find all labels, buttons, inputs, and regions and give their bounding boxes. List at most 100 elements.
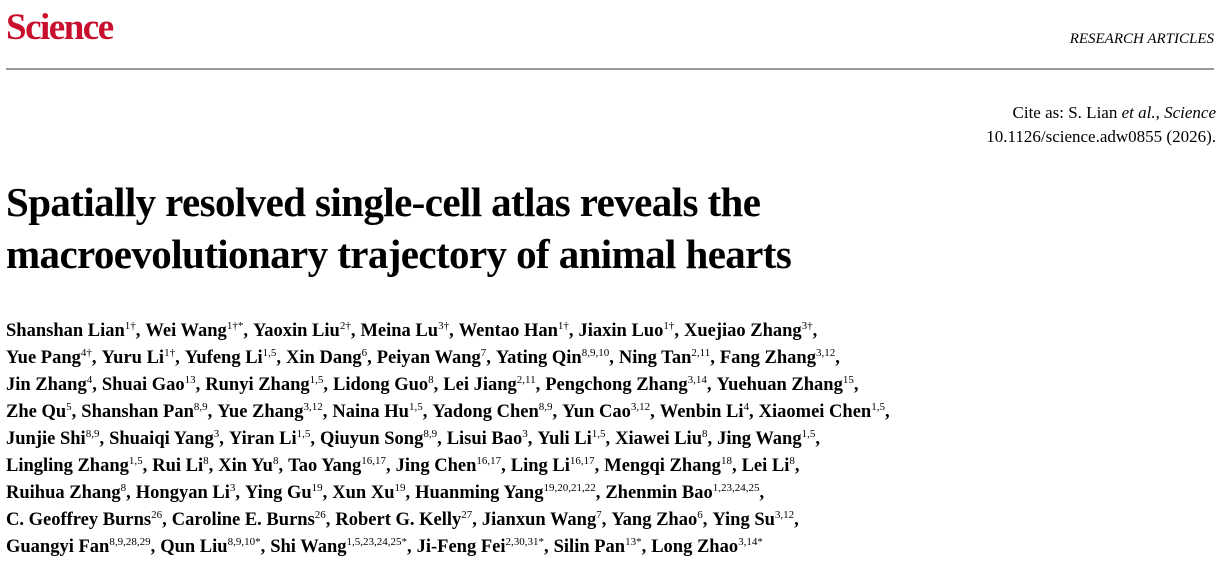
affiliation: 1† bbox=[124, 319, 136, 332]
author: Yufeng Li1,5, bbox=[184, 347, 282, 368]
affiliation: 3 bbox=[229, 481, 236, 494]
author: Xiawei Liu8, bbox=[615, 427, 712, 449]
author-name: Huanming Yang bbox=[415, 483, 544, 503]
separator: , bbox=[235, 483, 240, 503]
author-name: Robert G. Kelly bbox=[335, 510, 462, 530]
author-name: Shuai Gao bbox=[101, 375, 185, 395]
author-name: Tao Yang bbox=[288, 456, 362, 476]
affiliation: 16,17 bbox=[569, 454, 595, 467]
author-name: C. Geoffrey Burns bbox=[6, 510, 152, 530]
affiliation: 8,9 bbox=[85, 427, 100, 440]
author-name: Jiaxin Luo bbox=[578, 321, 664, 341]
author: Silin Pan13*, bbox=[554, 536, 647, 557]
author-name: Ying Gu bbox=[245, 483, 312, 503]
author: Xun Xu19, bbox=[332, 481, 410, 503]
author-name: Lidong Guo bbox=[333, 375, 429, 395]
author-name: Mengqi Zhang bbox=[604, 456, 721, 476]
affiliation: 5 bbox=[66, 400, 72, 413]
author-name: Zhe Qu bbox=[6, 402, 67, 422]
affiliation: 1,5 bbox=[591, 427, 606, 440]
author-name: Lei Jiang bbox=[443, 375, 517, 395]
author: C. Geoffrey Burns26, bbox=[6, 508, 167, 530]
author: Jing Wang1,5, bbox=[717, 427, 820, 449]
section-label: RESEARCH ARTICLES bbox=[1069, 31, 1214, 47]
author-name: Pengchong Zhang bbox=[545, 375, 688, 395]
author-line: Guangyi Fan8,9,28,29, Qun Liu8,9,10*, Shi … bbox=[6, 534, 895, 561]
affiliation: 8 bbox=[701, 427, 708, 440]
separator: , bbox=[322, 402, 328, 422]
separator: , bbox=[794, 510, 799, 530]
author: Ying Gu19, bbox=[245, 482, 327, 503]
author-name: Yun Cao bbox=[562, 402, 631, 422]
affiliation: 26 bbox=[151, 508, 163, 521]
author-name: Zhenmin Bao bbox=[605, 483, 713, 503]
author: Yating Qin8,9,10, bbox=[495, 346, 614, 368]
author: Rui Li8, bbox=[152, 455, 213, 476]
separator: , bbox=[386, 456, 391, 476]
affiliation: 1,5,23,24,25* bbox=[346, 535, 407, 548]
author: Zhe Qu5, bbox=[6, 400, 77, 422]
author: Yuru Li1†, bbox=[102, 347, 180, 368]
author: Mengqi Zhang18, bbox=[604, 455, 736, 476]
author-line: Ruihua Zhang8, Hongyan Li3, Ying Gu19, Xun … bbox=[6, 480, 895, 507]
author-name: Lei Li bbox=[741, 456, 790, 476]
author-name: Hongyan Li bbox=[135, 483, 230, 503]
author-name: Shi Wang bbox=[270, 537, 347, 557]
affiliation: 1,5 bbox=[801, 427, 816, 440]
author: Xin Dang6, bbox=[286, 346, 372, 368]
author: Hongyan Li3, bbox=[135, 481, 240, 503]
affiliation: 8 bbox=[120, 481, 127, 494]
author-name: Jing Chen bbox=[395, 456, 477, 476]
author-name: Xun Xu bbox=[332, 483, 395, 503]
author-name: Runyi Zhang bbox=[205, 375, 310, 395]
separator: , bbox=[71, 402, 77, 422]
affiliation: 15 bbox=[842, 373, 854, 386]
affiliation: 8,9 bbox=[193, 400, 208, 413]
separator: , bbox=[350, 321, 356, 341]
affiliation: 3† bbox=[438, 319, 450, 332]
author: Shuai Gao13, bbox=[101, 374, 201, 395]
separator: , bbox=[276, 348, 282, 368]
author: Ning Tan2,11, bbox=[619, 347, 715, 368]
separator: , bbox=[142, 456, 148, 476]
affiliation: 1,5 bbox=[871, 400, 885, 413]
author-name: Yufeng Li bbox=[184, 348, 263, 368]
separator: , bbox=[472, 510, 477, 530]
separator: , bbox=[92, 375, 97, 395]
affiliation: 6 bbox=[697, 508, 703, 521]
author-name: Jianxun Wang bbox=[481, 510, 597, 530]
author-name: Yuehuan Zhang bbox=[716, 375, 843, 395]
separator: , bbox=[815, 429, 820, 449]
author-name: Yating Qin bbox=[495, 348, 582, 368]
separator: , bbox=[207, 402, 213, 422]
affiliation: 16,17 bbox=[361, 454, 387, 467]
author: Yiran Li1,5, bbox=[229, 428, 315, 449]
author: Qun Liu8,9,10*, bbox=[160, 535, 265, 557]
author-name: Xuejiao Zhang bbox=[683, 321, 802, 341]
separator: , bbox=[702, 510, 708, 530]
separator: , bbox=[195, 375, 201, 395]
citation-line: Cite as: S. Lian et al., Science bbox=[986, 101, 1216, 125]
separator: , bbox=[594, 456, 600, 476]
author-name: Lingling Zhang bbox=[6, 456, 129, 476]
author-name: Shanshan Pan bbox=[81, 402, 194, 422]
affiliation: 6 bbox=[361, 346, 368, 359]
affiliation: 19 bbox=[394, 481, 406, 494]
cite-text: Cite as: S. Lian bbox=[1012, 103, 1122, 122]
author: Jing Chen16,17, bbox=[395, 454, 506, 476]
author: Lidong Guo8, bbox=[333, 374, 438, 395]
separator: , bbox=[535, 375, 541, 395]
author-name: Shanshan Lian bbox=[6, 321, 125, 341]
affiliation: 7 bbox=[480, 346, 487, 359]
author: Shi Wang1,5,23,24,25*, bbox=[270, 535, 411, 557]
affiliation: 8,9,10* bbox=[227, 535, 261, 548]
affiliation: 3,14* bbox=[738, 535, 763, 548]
author: Lisui Bao3, bbox=[447, 428, 533, 449]
affiliation: 8,9,10 bbox=[581, 346, 610, 359]
affiliation: 4† bbox=[80, 346, 92, 359]
affiliation: 3,14 bbox=[687, 373, 707, 386]
citation-doi: 10.1126/science.adw0855 (2026). bbox=[986, 127, 1216, 146]
author: Guangyi Fan8,9,28,29, bbox=[6, 536, 155, 557]
separator: , bbox=[219, 429, 224, 449]
affiliation: 16,17 bbox=[476, 454, 502, 467]
